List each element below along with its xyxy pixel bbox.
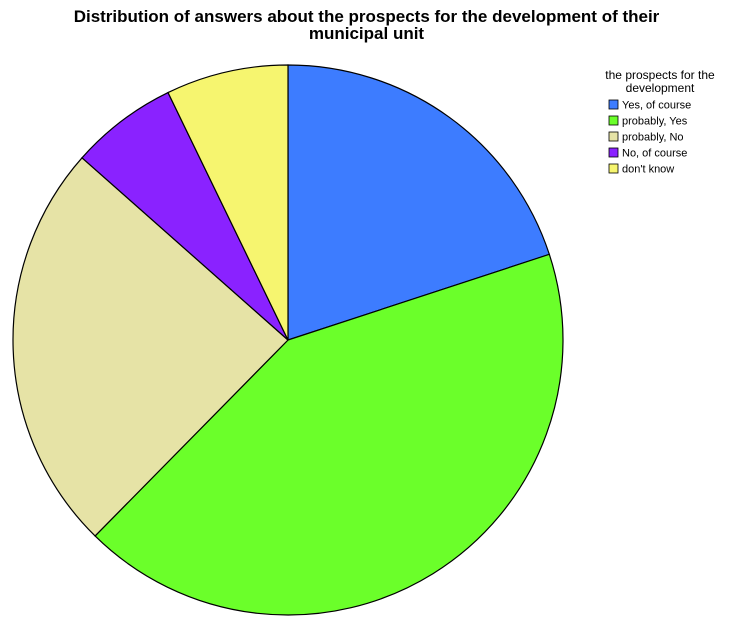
legend-label-yes-of-course: Yes, of course: [622, 100, 691, 112]
legend-label-probably-yes: probably, Yes: [622, 116, 688, 128]
chart-title-line-2: municipal unit: [308, 24, 425, 43]
legend-title-line-2: development: [626, 81, 695, 95]
pie-slice-probably-yes: [94, 253, 564, 616]
legend-label-probably-no: probably, No: [622, 132, 684, 144]
pie-slices: [12, 64, 564, 616]
legend-label-don-t-know: don't know: [622, 164, 674, 176]
legend-items: Yes, of course probably, Yes probably, No N…: [608, 99, 691, 176]
legend-swatch-probably-no: [608, 131, 619, 142]
legend-swatch-yes-of-course: [608, 99, 619, 110]
legend: the prospects for the development Yes, o…: [605, 68, 715, 176]
legend-swatch-probably-yes: [608, 115, 619, 126]
legend-label-no-of-course: No, of course: [622, 148, 687, 160]
chart-title-line-1: Distribution of answers about the prospe…: [73, 7, 660, 26]
chart-title: Distribution of answers about the prospe…: [0, 8, 733, 42]
legend-swatch-don-t-know: [608, 163, 619, 174]
legend-title-line-1: the prospects for the: [605, 68, 715, 82]
pie-slice-don-t-know: [167, 64, 289, 341]
legend-swatch-no-of-course: [608, 147, 619, 158]
pie-slice-yes-of-course: [287, 64, 551, 341]
pie-slice-probably-no: [12, 156, 289, 537]
